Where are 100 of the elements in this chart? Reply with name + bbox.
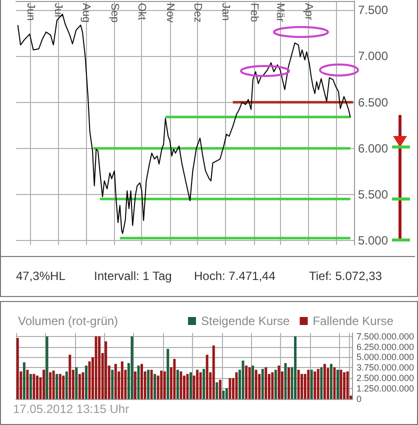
bar bbox=[190, 372, 192, 399]
bar bbox=[147, 370, 150, 399]
y-tick-label: 6.250.000.000 bbox=[356, 342, 414, 352]
x-tick-label: Jan bbox=[220, 3, 232, 21]
bar bbox=[264, 367, 268, 399]
x-tick-label: Jul bbox=[52, 3, 64, 18]
bar bbox=[218, 380, 222, 399]
x-tick-label: Feb bbox=[248, 3, 260, 22]
bar bbox=[235, 372, 238, 399]
bar bbox=[42, 370, 46, 399]
bar bbox=[88, 361, 91, 399]
bar bbox=[271, 372, 274, 399]
bar bbox=[186, 374, 189, 399]
x-tick-label: Nov bbox=[164, 3, 176, 24]
bar bbox=[120, 361, 124, 399]
x-tick-label: Dez bbox=[191, 3, 204, 23]
x-tick-label: Mär bbox=[274, 3, 286, 22]
bar bbox=[314, 371, 316, 399]
bar bbox=[304, 374, 306, 399]
y-tick-label: 2.500.000.000 bbox=[356, 373, 414, 384]
bar bbox=[297, 370, 300, 399]
bar bbox=[68, 354, 72, 399]
bar bbox=[78, 374, 81, 399]
bar bbox=[58, 374, 62, 399]
bar bbox=[258, 374, 261, 399]
bar bbox=[242, 360, 244, 399]
bar bbox=[212, 346, 215, 399]
legend-label: Steigende Kurse bbox=[201, 314, 290, 328]
y-tick-label: 5.000.000.000 bbox=[356, 352, 414, 362]
bar bbox=[36, 376, 38, 399]
bar bbox=[248, 367, 251, 399]
text: Tief: 5.072,33 bbox=[309, 269, 382, 283]
bar bbox=[166, 348, 170, 399]
y-tick-label: 7.000 bbox=[358, 49, 388, 64]
text: 17.05.2012 13:15 Uhr bbox=[13, 402, 130, 416]
bar bbox=[346, 371, 349, 399]
bar bbox=[32, 374, 36, 399]
bar bbox=[222, 390, 225, 399]
bar bbox=[343, 372, 346, 399]
bar bbox=[336, 370, 339, 399]
bar bbox=[326, 368, 330, 399]
x-tick-label: Jun bbox=[24, 3, 37, 21]
bar bbox=[104, 341, 108, 399]
y-tick-label: 6.000 bbox=[358, 141, 388, 156]
bar bbox=[84, 366, 88, 399]
y-tick-label: 5.000 bbox=[358, 233, 388, 248]
bar bbox=[26, 370, 29, 399]
bar bbox=[261, 368, 264, 399]
y-tick-label: 0 bbox=[356, 394, 362, 404]
y-tick-label: 7.500 bbox=[358, 3, 388, 18]
text: Hoch: 7.471,44 bbox=[194, 269, 276, 283]
bar bbox=[180, 371, 182, 399]
y-tick-label: 6.500 bbox=[358, 95, 388, 110]
x-tick-label: Sep bbox=[108, 3, 120, 23]
bar bbox=[300, 374, 304, 399]
bar bbox=[154, 374, 156, 399]
bar bbox=[254, 370, 258, 399]
bar bbox=[228, 378, 232, 399]
bar bbox=[330, 364, 332, 399]
bar bbox=[274, 370, 277, 399]
bar bbox=[216, 382, 218, 399]
bar bbox=[225, 388, 228, 399]
bar bbox=[111, 370, 114, 399]
bar bbox=[323, 364, 326, 399]
legend-label: Fallende Kurse bbox=[312, 314, 394, 328]
bar bbox=[176, 370, 179, 399]
bar bbox=[137, 366, 140, 399]
bar bbox=[130, 336, 134, 399]
bar bbox=[288, 367, 290, 399]
bar bbox=[252, 366, 254, 399]
bar bbox=[22, 362, 26, 399]
y-tick-label: 1.250.000.000 bbox=[356, 384, 414, 394]
bar bbox=[163, 371, 166, 399]
bar bbox=[65, 371, 68, 399]
y-tick-label: 3.750.000.000 bbox=[356, 362, 414, 373]
x-tick-label: Apr bbox=[302, 3, 314, 20]
bar bbox=[114, 364, 117, 399]
x-tick-label: Aug bbox=[80, 3, 92, 23]
bar bbox=[160, 370, 163, 399]
bar bbox=[199, 372, 202, 399]
bar bbox=[16, 338, 19, 399]
bar bbox=[245, 366, 248, 399]
bar bbox=[140, 364, 144, 399]
text: Intervall: 1 Tag bbox=[94, 269, 172, 283]
bar bbox=[150, 370, 153, 399]
bar bbox=[98, 336, 101, 399]
bar bbox=[75, 367, 78, 399]
bar bbox=[340, 370, 342, 399]
bar bbox=[294, 336, 297, 399]
bar bbox=[56, 374, 58, 399]
bar bbox=[316, 368, 320, 399]
bar bbox=[284, 363, 287, 399]
bar bbox=[46, 336, 48, 399]
text: 47,3%HL bbox=[16, 269, 66, 283]
bar bbox=[82, 372, 84, 399]
bar bbox=[320, 367, 323, 399]
bar bbox=[278, 366, 280, 399]
y-tick-label: 5.500 bbox=[358, 187, 388, 202]
chart-title: Volumen (rot-grün) bbox=[18, 314, 118, 328]
bar bbox=[52, 370, 55, 399]
